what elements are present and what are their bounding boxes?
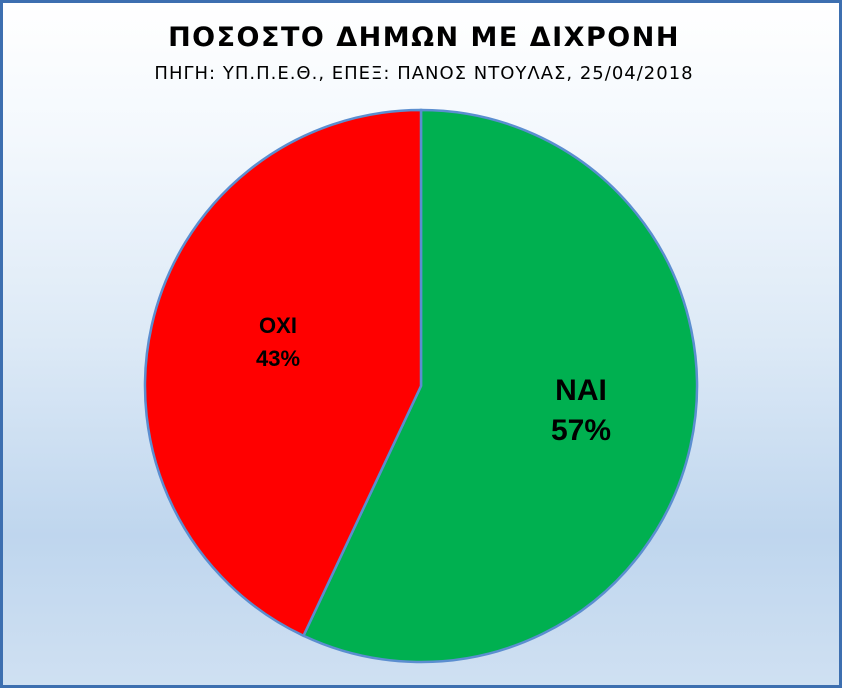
slice-label-percent-2: 43%: [256, 346, 300, 371]
pie-slice-1: [301, 108, 699, 664]
chart-subtitle: ΠΗΓΗ: ΥΠ.Π.Ε.Θ., ΕΠΕΞ: ΠΑΝΟΣ ΝΤΟΥΛΑΣ, 25…: [154, 63, 694, 84]
slice-label-percent-1: 57%: [551, 414, 611, 447]
pie-slice-2: [143, 108, 423, 638]
chart-title: ΠΟΣΟΣΤΟ ΔΗΜΩΝ ΜΕ ΔΙΧΡΟΝΗ: [168, 22, 680, 53]
pie-chart: ΝΑΙ 57% ΟΧΙ 43%: [143, 108, 699, 664]
slice-label-category-2: ΟΧΙ: [259, 313, 297, 338]
slice-label-category-1: ΝΑΙ: [555, 374, 607, 407]
